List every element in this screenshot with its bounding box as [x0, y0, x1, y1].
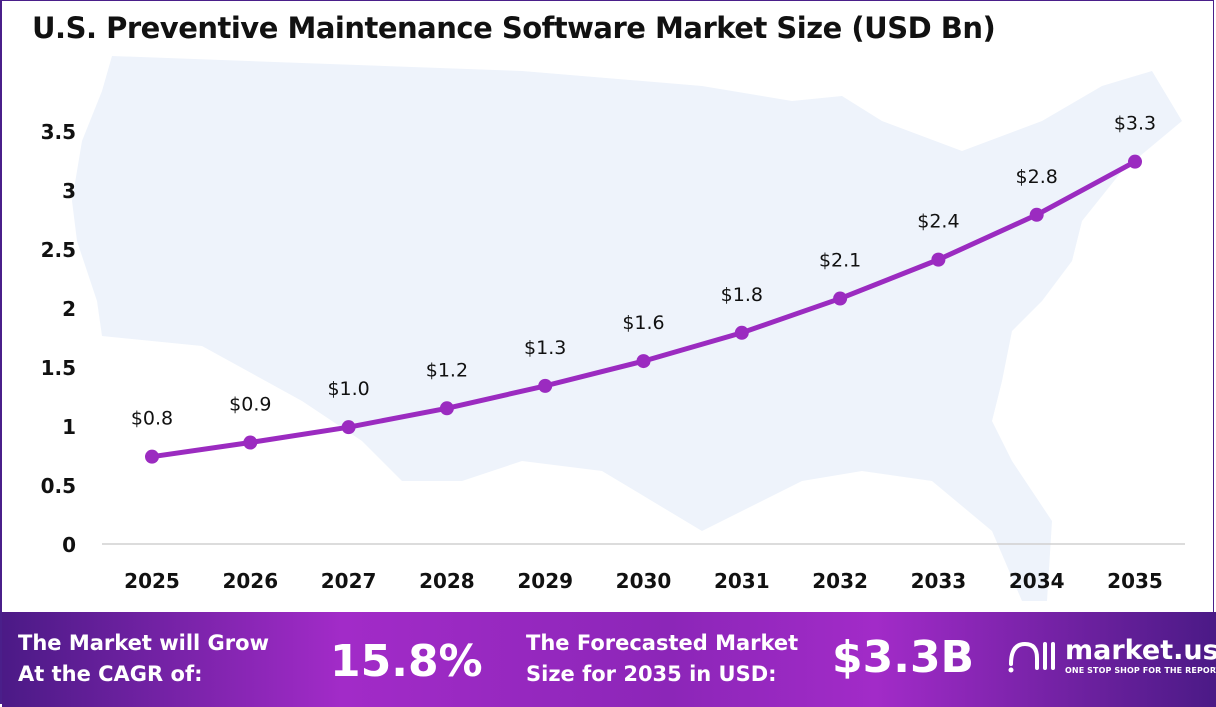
y-tick-label: 0: [62, 533, 76, 557]
data-point: [931, 252, 946, 267]
brand-tagline: ONE STOP SHOP FOR THE REPORTS: [1065, 666, 1216, 675]
forecast-label-line1: The Forecasted Market: [526, 631, 799, 655]
y-tick-label: 1.5: [41, 356, 76, 380]
chart-title: U.S. Preventive Maintenance Software Mar…: [32, 11, 996, 45]
x-tick-label: 2030: [616, 569, 672, 593]
forecast-value: $3.3B: [832, 632, 975, 683]
cagr-value: 15.8%: [330, 636, 483, 687]
cagr-label-line2: At the CAGR of:: [18, 662, 203, 686]
data-point: [734, 325, 749, 340]
data-point: [341, 420, 356, 435]
data-point: [243, 435, 258, 450]
data-label: $2.8: [1016, 166, 1058, 188]
x-tick-label: 2032: [812, 569, 868, 593]
data-label: $1.6: [622, 312, 664, 334]
x-tick-label: 2027: [321, 569, 377, 593]
summary-banner: The Market will Grow At the CAGR of: 15.8…: [2, 612, 1216, 707]
data-point: [1128, 154, 1142, 169]
us-map-background: [72, 56, 1182, 601]
data-point: [145, 449, 159, 464]
market-us-logo-icon: [1008, 641, 1055, 673]
data-label: $1.8: [721, 284, 763, 306]
x-tick-label: 2025: [124, 569, 180, 593]
x-tick-label: 2028: [419, 569, 475, 593]
x-tick-label: 2031: [714, 569, 770, 593]
cagr-label: The Market will Grow At the CAGR of:: [18, 628, 269, 690]
data-label: $1.2: [426, 359, 468, 381]
x-tick-label: 2035: [1107, 569, 1163, 593]
line-chart: 0 0.5 1 1.5 2 2.5 3 3.5 2025 2026 2027 2028 2029 2030…: [41, 113, 1185, 593]
x-tick-label: 2033: [911, 569, 967, 593]
cagr-label-line1: The Market will Grow: [18, 631, 269, 655]
data-label: $0.8: [131, 408, 173, 430]
data-point: [439, 401, 454, 416]
data-point: [833, 291, 848, 306]
forecast-label: The Forecasted Market Size for 2035 in US…: [526, 628, 798, 690]
x-tick-label: 2029: [517, 569, 573, 593]
y-tick-label: 3.5: [41, 120, 76, 144]
y-tick-label: 2.5: [41, 238, 76, 262]
data-label: $2.1: [819, 250, 861, 272]
y-tick-label: 2: [62, 297, 76, 321]
y-tick-label: 1: [62, 415, 76, 439]
data-label: $2.4: [917, 211, 959, 233]
data-label: $1.0: [327, 378, 369, 400]
series-line: [151, 159, 1137, 460]
data-point: [538, 378, 553, 393]
y-tick-label: 3: [62, 179, 76, 203]
x-tick-label: 2034: [1009, 569, 1065, 593]
data-label: $3.3: [1114, 113, 1156, 135]
forecast-label-line2: Size for 2035 in USD:: [526, 662, 777, 686]
brand-name: market.us: [1065, 635, 1216, 666]
data-point: [1029, 207, 1044, 222]
data-point: [636, 354, 651, 369]
brand-logo: market.us ONE STOP SHOP FOR THE REPORTS: [1007, 636, 1216, 676]
data-label: $0.9: [229, 394, 271, 416]
x-tick-label: 2026: [222, 569, 278, 593]
data-label: $1.3: [524, 337, 566, 359]
y-tick-label: 0.5: [41, 474, 76, 498]
